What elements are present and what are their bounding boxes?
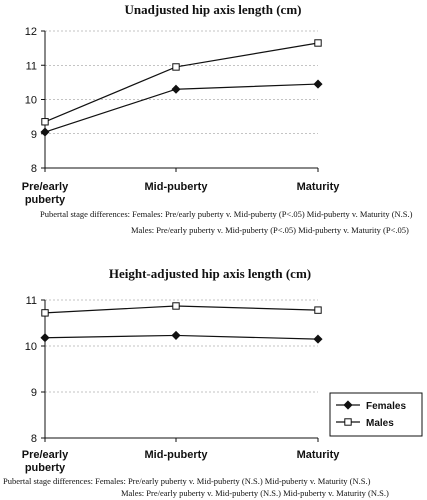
chart-1-series-males-line	[44, 42, 319, 123]
chart-1-series-females-line	[44, 83, 319, 133]
chart-1-y-tick-label: 10	[25, 95, 37, 107]
chart-1-x-tick-label: Mid-puberty	[145, 181, 209, 193]
chart-1-series-females-point	[171, 84, 181, 94]
legend-box	[329, 392, 423, 437]
chart-1-x-tick-label: Pre/early puberty	[22, 181, 69, 206]
chart-1-series-females-point	[313, 79, 323, 89]
chart-2-series-females-point	[40, 333, 50, 343]
legend-females-marker	[343, 400, 353, 410]
chart-1-y-tick-label: 12	[25, 26, 37, 38]
chart-2-series-males-line	[44, 305, 319, 314]
chart-2-x-tick-label: Maturity	[297, 449, 341, 461]
legend-males-label: Males	[366, 418, 394, 429]
chart-1-title: Unadjusted hip axis length (cm)	[125, 2, 302, 17]
legend-females-label: Females	[366, 401, 406, 412]
chart-2-series-females-point	[171, 330, 181, 340]
chart-2-x-tick-label: Mid-puberty	[145, 449, 209, 461]
chart-1-note: Males: Pre/early puberty v. Mid-puberty …	[131, 225, 409, 235]
chart-2-series-males-point	[41, 309, 49, 317]
chart-2-x-tick-label: Pre/early puberty	[22, 449, 69, 474]
chart-1-y-tick-label: 9	[31, 129, 37, 141]
chart-1-series-males-point	[314, 39, 322, 47]
chart-2-series-males-point	[314, 306, 322, 314]
chart-2-y-tick-label: 11	[26, 295, 37, 307]
chart-1-series-females-point	[40, 127, 50, 137]
chart-1-y-tick-label: 8	[31, 163, 37, 175]
chart-1-series-males-point	[41, 118, 49, 126]
chart-2-series-males-point	[172, 302, 180, 310]
chart-2-note: Males: Pre/early puberty v. Mid-puberty …	[121, 488, 389, 498]
chart-2-note: Pubertal stage differences: Females: Pre…	[3, 476, 371, 486]
chart-1-note: Pubertal stage differences: Females: Pre…	[40, 209, 413, 219]
chart-2-y-tick-label: 8	[31, 433, 37, 445]
chart-1-series-males-point	[172, 63, 180, 71]
chart-2-title: Height-adjusted hip axis length (cm)	[109, 266, 311, 281]
chart-2-series-females-line	[44, 334, 319, 340]
chart-2-y-tick-label: 10	[25, 341, 37, 353]
chart-2-y-tick-label: 9	[31, 387, 37, 399]
chart-1-y-tick-label: 11	[26, 60, 37, 72]
chart-2-series-females-point	[313, 334, 323, 344]
chart-1-x-tick-label: Maturity	[297, 181, 341, 193]
legend-males-marker	[344, 418, 352, 426]
